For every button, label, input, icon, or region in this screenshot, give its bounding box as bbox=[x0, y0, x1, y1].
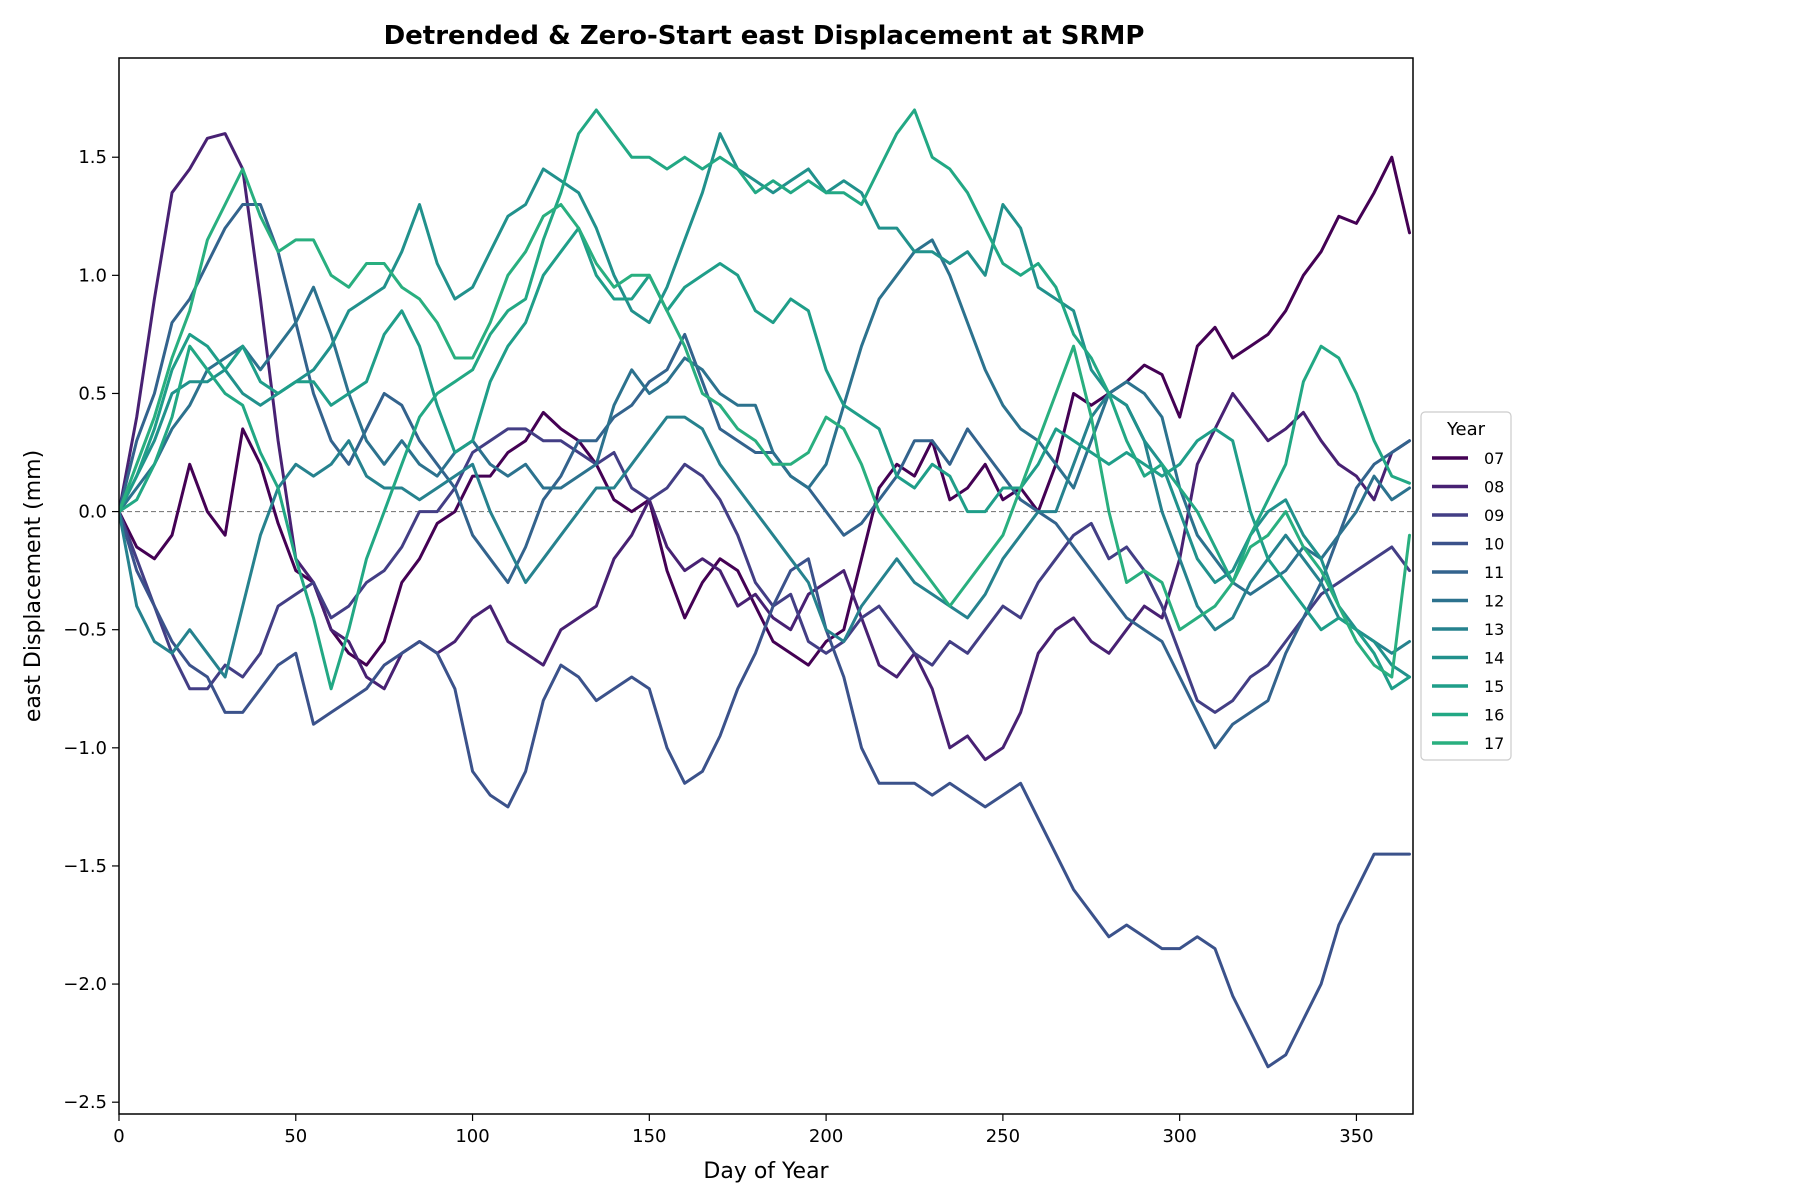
plot-frame bbox=[118, 57, 1414, 1115]
y-tick-label: 1.5 bbox=[78, 147, 107, 168]
legend-title: Year bbox=[1446, 419, 1486, 440]
legend-label-15: 15 bbox=[1484, 677, 1504, 696]
x-axis-label: Day of Year bbox=[703, 1159, 829, 1184]
series-line-13 bbox=[119, 392, 1411, 679]
legend-label-08: 08 bbox=[1484, 478, 1504, 497]
legend-label-12: 12 bbox=[1484, 592, 1504, 611]
legend: Year 07 08 09 10 11 12 13 14 15 16 17 bbox=[1420, 411, 1512, 761]
x-tick-label: 250 bbox=[986, 1126, 1020, 1147]
y-tick-label: −2.0 bbox=[63, 974, 107, 995]
y-tick-label: −1.5 bbox=[63, 856, 107, 877]
x-tick-label: 150 bbox=[632, 1126, 666, 1147]
series-line-15 bbox=[119, 226, 1411, 691]
x-tick-label: 0 bbox=[113, 1126, 124, 1147]
legend-label-10: 10 bbox=[1484, 535, 1504, 554]
legend-items: 07 08 09 10 11 12 13 14 15 16 17 bbox=[1432, 449, 1504, 753]
legend-label-07: 07 bbox=[1484, 449, 1504, 468]
legend-label-13: 13 bbox=[1484, 620, 1504, 639]
y-axis-label: east Displacement (mm) bbox=[21, 450, 46, 722]
y-tick-label: −2.5 bbox=[63, 1092, 107, 1113]
legend-label-16: 16 bbox=[1484, 706, 1504, 725]
legend-label-14: 14 bbox=[1484, 649, 1504, 668]
legend-label-11: 11 bbox=[1484, 563, 1504, 582]
legend-label-09: 09 bbox=[1484, 506, 1504, 525]
x-tick-label: 100 bbox=[455, 1126, 489, 1147]
y-tick-label: −1.0 bbox=[63, 738, 107, 759]
x-axis-ticks: 0 50 100 150 200 250 300 350 bbox=[113, 1114, 1374, 1147]
y-tick-label: 0.0 bbox=[78, 502, 107, 523]
x-tick-label: 300 bbox=[1162, 1126, 1196, 1147]
x-tick-label: 200 bbox=[809, 1126, 843, 1147]
y-tick-label: 0.5 bbox=[78, 383, 107, 404]
series-line-09 bbox=[119, 427, 1411, 714]
series-line-10 bbox=[119, 510, 1411, 1069]
y-axis-ticks: −2.5 −2.0 −1.5 −1.0 −0.5 0.0 0.5 1.0 1.5 bbox=[63, 147, 119, 1113]
legend-box bbox=[1420, 411, 1512, 761]
series-line-12 bbox=[119, 238, 1411, 596]
series-line-17 bbox=[119, 167, 1411, 679]
plot-lines bbox=[119, 108, 1411, 1069]
series-line-16 bbox=[119, 108, 1411, 691]
x-tick-label: 350 bbox=[1339, 1126, 1373, 1147]
series-line-08 bbox=[119, 132, 1411, 762]
legend-label-17: 17 bbox=[1484, 734, 1504, 753]
chart-title: Detrended & Zero-Start east Displacement… bbox=[384, 21, 1145, 51]
series-line-07 bbox=[119, 155, 1411, 667]
y-tick-label: 1.0 bbox=[78, 265, 107, 286]
x-tick-label: 50 bbox=[284, 1126, 307, 1147]
y-tick-label: −0.5 bbox=[63, 620, 107, 641]
